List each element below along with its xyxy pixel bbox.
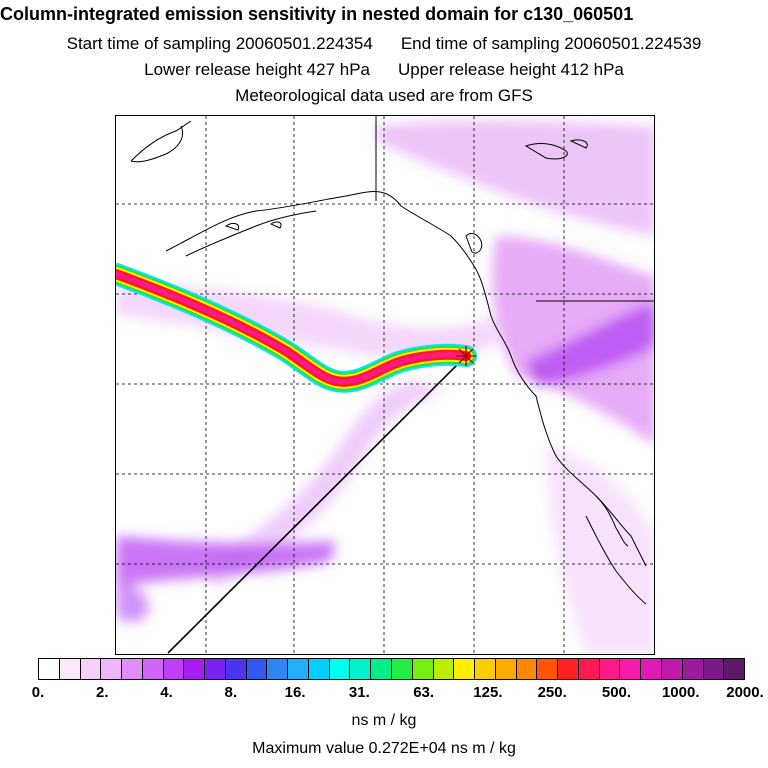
colorbar-swatch bbox=[205, 659, 226, 679]
plume bbox=[116, 263, 477, 393]
colorbar-swatch bbox=[516, 659, 538, 679]
colorbar-swatch bbox=[661, 659, 683, 679]
map-panel[interactable] bbox=[115, 115, 655, 655]
sensitivity-field bbox=[116, 120, 654, 654]
field-band-southwest bbox=[116, 536, 336, 586]
coastline-mexico-west bbox=[585, 515, 647, 605]
sampling-times: Start time of sampling 20060501.224354 En… bbox=[0, 34, 768, 54]
field-patch-north bbox=[376, 120, 654, 236]
colorbar-swatch bbox=[39, 659, 60, 679]
colorbar-swatch bbox=[225, 659, 247, 679]
colorbar bbox=[38, 658, 745, 680]
colorbar-tick-label: 500. bbox=[601, 684, 632, 701]
colorbar-swatch bbox=[454, 659, 476, 679]
map-grid bbox=[116, 116, 654, 654]
field-patch-southwest-tail bbox=[116, 581, 149, 622]
colorbar-swatch bbox=[329, 659, 351, 679]
colorbar-swatch bbox=[495, 659, 517, 679]
colorbar-swatch bbox=[641, 659, 662, 679]
maximum-value-label: Maximum value 0.272E+04 ns m / kg bbox=[252, 740, 516, 757]
colorbar-tick-label: 31. bbox=[348, 684, 370, 701]
plume-core bbox=[116, 271, 469, 385]
colorbar-tick-label: 2. bbox=[96, 684, 109, 701]
field-band-east-strong bbox=[526, 301, 654, 386]
colorbar-swatch bbox=[475, 659, 496, 679]
coastline-western-us bbox=[510, 355, 647, 567]
upper-height-label: Upper release height 412 hPa bbox=[398, 60, 624, 79]
colorbar-units: ns m / kg bbox=[351, 712, 417, 729]
colorbar-swatch bbox=[703, 659, 725, 679]
colorbar-swatch bbox=[724, 659, 745, 679]
coastline-alaska bbox=[130, 120, 192, 163]
field-band-diagonal bbox=[196, 381, 446, 586]
colorbar-swatch bbox=[537, 659, 559, 679]
colorbar-swatch bbox=[59, 659, 81, 679]
colorbar-swatch bbox=[433, 659, 455, 679]
colorbar-swatch bbox=[142, 659, 164, 679]
colorbar-swatch bbox=[308, 659, 330, 679]
colorbar-swatch bbox=[412, 659, 434, 679]
colorbar-tick-label: 16. bbox=[284, 684, 306, 701]
colorbar-swatch bbox=[80, 659, 102, 679]
coastline-baja bbox=[595, 495, 629, 547]
coastline-alaska-south bbox=[165, 191, 512, 357]
coastline-canada-islands bbox=[465, 233, 483, 254]
colorbar-swatch bbox=[122, 659, 143, 679]
colorbar-swatch bbox=[184, 659, 206, 679]
colorbar-swatch bbox=[101, 659, 123, 679]
colorbar-swatch bbox=[267, 659, 289, 679]
colorbar-swatch bbox=[578, 659, 600, 679]
colorbar-tick-label: 4. bbox=[160, 684, 173, 701]
colorbar-swatch bbox=[620, 659, 642, 679]
coastline-arctic-islands bbox=[524, 139, 588, 160]
colorbar-tick-label: 1000. bbox=[661, 684, 700, 701]
colorbar-swatch bbox=[163, 659, 185, 679]
lower-height-label: Lower release height 427 hPa bbox=[144, 60, 370, 79]
colorbar-tick-label: 0. bbox=[31, 684, 45, 701]
colorbar-tick-label: 8. bbox=[224, 684, 238, 701]
colorbar-swatch bbox=[392, 659, 413, 679]
met-data-note: Meteorological data used are from GFS bbox=[235, 86, 533, 105]
field-patch-southeast bbox=[546, 446, 654, 654]
start-time-label: Start time of sampling 20060501.224354 bbox=[66, 34, 373, 53]
colorbar-swatch bbox=[371, 659, 393, 679]
colorbar-swatch bbox=[288, 659, 309, 679]
end-time-label: End time of sampling 20060501.224539 bbox=[400, 34, 702, 53]
colorbar-swatch bbox=[246, 659, 268, 679]
colorbar-swatch bbox=[682, 659, 704, 679]
colorbar-tick-label: 250. bbox=[537, 684, 567, 701]
colorbar-swatch bbox=[599, 659, 621, 679]
page-title: Column-integrated emission sensitivity i… bbox=[0, 4, 634, 24]
coastline-islands-small bbox=[224, 221, 282, 231]
coastlines bbox=[130, 116, 654, 605]
map-canvas bbox=[116, 116, 654, 654]
release-heights: Lower release height 427 hPa Upper releas… bbox=[0, 60, 768, 80]
colorbar-swatch bbox=[558, 659, 579, 679]
colorbar-tick-label: 125. bbox=[473, 684, 503, 701]
colorbar-tick-label: 2000. bbox=[726, 684, 764, 701]
release-site-star bbox=[456, 346, 476, 366]
colorbar-swatch bbox=[350, 659, 372, 679]
colorbar-tick-labels: 0. 2. 4. 8. 16. 31. 63. 125. 250. 500. 1000. 2000. bbox=[0, 684, 768, 704]
coastline-aleutian-arc bbox=[185, 210, 317, 257]
flight-track-line bbox=[167, 355, 467, 654]
colorbar-tick-label: 63. bbox=[413, 684, 435, 701]
